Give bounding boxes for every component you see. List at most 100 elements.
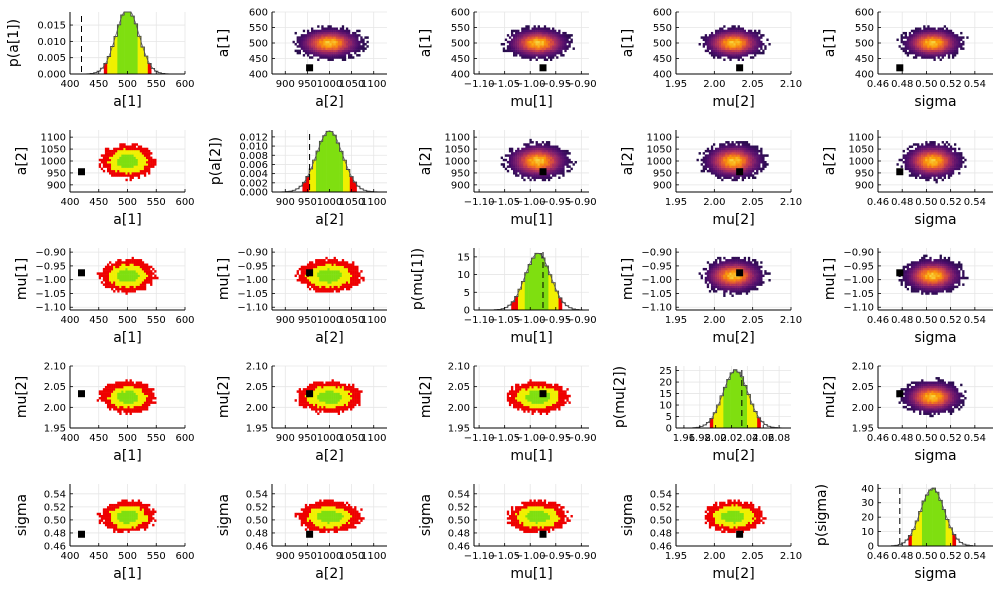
density-cell [923,156,926,160]
density-cell [539,29,543,33]
density-cell [919,147,922,151]
x-tick-label: 900 [276,197,295,208]
density-cell [327,51,330,55]
credible-cell [111,161,114,164]
density-cell [743,49,747,53]
density-cell [315,40,318,44]
credible-cell [141,281,145,284]
credible-cell [313,285,316,289]
credible-cell [115,274,118,278]
credible-cell [109,156,112,160]
density-cell [906,43,910,46]
credible-cell [129,272,132,275]
credible-cell [339,263,343,266]
density-cell [710,265,714,269]
density-cell [937,174,940,177]
density-cell [935,51,938,55]
density-cell [958,163,961,166]
credible-cell [137,267,141,271]
x-tick-label: −0.90 [566,315,597,326]
credible-cell [117,163,120,166]
density-cell [729,283,732,286]
density-cell [294,31,297,35]
density-cell [949,47,953,50]
truth-marker [78,168,85,176]
credible-cell [313,279,316,282]
credible-cell [106,154,110,157]
density-cell [566,163,569,166]
density-cell [910,276,914,280]
density-cell [715,274,718,278]
density-cell [543,145,547,148]
density-cell [933,176,936,179]
density-cell [912,152,916,155]
density-cell [927,263,930,266]
credible-cell [350,263,353,266]
y-tick-label: 550 [855,23,874,34]
density-cell [743,270,747,273]
credible-cell [139,167,143,171]
density-cell [521,172,524,175]
credible-cell [313,276,316,280]
density-cell [931,36,934,39]
density-cell [927,25,930,28]
density-cell [919,29,922,33]
credible-cell [321,279,324,282]
density-cell [708,265,712,269]
density-cell [906,152,910,155]
density-cell [529,178,532,182]
density-cell [727,27,730,30]
density-cell [562,167,565,171]
density-cell [562,165,565,168]
density-cell [910,285,914,289]
density-cell [917,147,920,151]
density-cell [513,161,516,164]
x-axis-label: mu[2] [712,330,754,346]
density-cell [756,47,759,50]
density-cell [902,279,905,282]
density-cell [927,292,930,295]
density-cell [554,161,557,164]
density-cell [541,54,545,57]
density-cell [925,174,928,177]
credible-cell [345,261,349,264]
density-cell [937,49,940,53]
credible-cell [100,161,104,164]
density-cell [552,31,555,35]
credible-cell [148,169,151,173]
density-cell [727,149,730,153]
density-cell [914,283,918,286]
density-cell [756,163,759,166]
credible-cell [343,276,347,280]
density-cell [910,145,914,148]
density-cell [712,279,716,282]
density-cell [933,169,936,173]
credible-cell [137,172,141,175]
density-cell [529,40,532,44]
credible-cell [117,169,120,173]
credible-cell [148,152,151,155]
density-cell [739,49,742,53]
credible-cell [119,265,122,269]
credible-cell [319,283,322,286]
credible-cell [321,276,324,280]
credible-cell [325,263,328,266]
density-cell [311,56,314,59]
density-cell [313,43,316,46]
x-tick-label: 2.05 [742,197,764,208]
density-cell [917,287,920,291]
credible-cell [143,156,147,160]
density-cell [502,163,506,166]
density-cell [925,27,928,30]
density-cell [541,141,545,144]
credible-cell [111,169,114,173]
credible-cell [117,147,120,151]
credible-cell [325,281,328,284]
density-cell [917,54,920,57]
credible-cell [354,265,357,269]
credible-cell [319,265,322,269]
y-axis-label: a[1] [418,29,434,57]
density-cell [754,154,757,157]
density-cell [712,270,716,273]
credible-cell [143,152,147,155]
